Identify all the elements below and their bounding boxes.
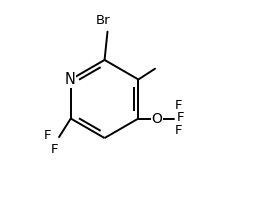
Text: F: F [44,129,51,142]
Text: F: F [50,143,58,156]
Text: Br: Br [95,14,110,27]
Text: F: F [175,124,183,137]
Text: F: F [175,99,183,112]
Text: O: O [152,111,162,126]
Text: F: F [176,111,184,124]
Text: N: N [64,72,75,87]
